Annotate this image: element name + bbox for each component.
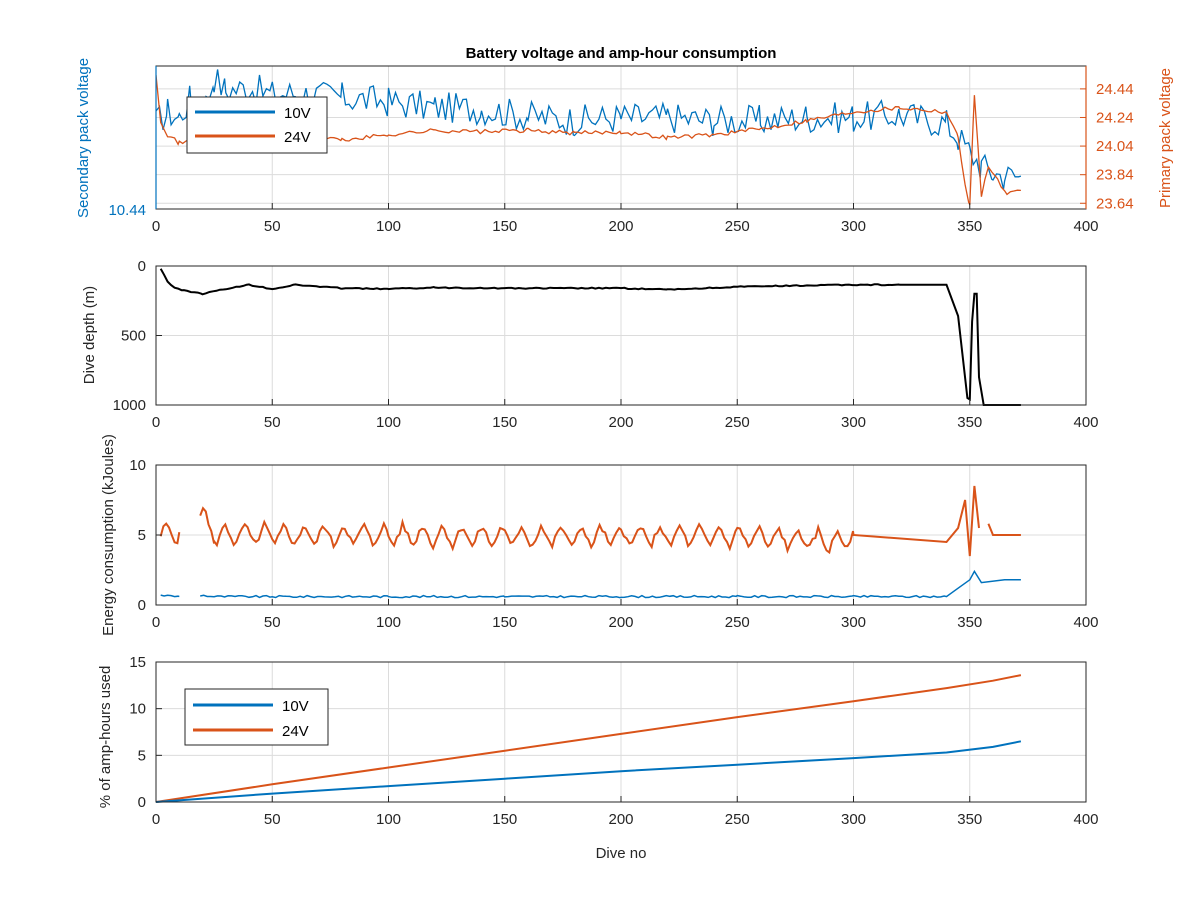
series-line-depth: [159, 268, 1021, 406]
series-line-10V: [160, 569, 1021, 599]
y-tick-label: 5: [138, 527, 146, 544]
x-tick-label: 250: [725, 414, 750, 431]
x-tick-label: 300: [841, 218, 866, 235]
x-tick-label: 50: [264, 218, 281, 235]
x-tick-label: 150: [492, 218, 517, 235]
x-tick-label: 100: [376, 218, 401, 235]
x-tick-label: 50: [264, 614, 281, 631]
series-line-24V: [155, 674, 1022, 803]
x-tick-label: 300: [841, 614, 866, 631]
x-tick-label: 350: [957, 811, 982, 828]
y-tick-label-right: 24.04: [1096, 138, 1134, 155]
legend-box: [184, 688, 329, 746]
x-tick-label: 0: [152, 614, 160, 631]
y-tick-label-right: 24.44: [1096, 81, 1134, 98]
subplot-4: 0 50 100 150 200 250 300 350 400 0 5 10 15 % of amp-h…: [97, 654, 1099, 862]
x-tick-label: 350: [957, 614, 982, 631]
y-tick-label: 1000: [113, 397, 146, 414]
y-tick-label-left: 10.44: [108, 202, 146, 219]
y-axis-label-left: Secondary pack voltage: [75, 58, 92, 218]
y-axis-label: % of amp-hours used: [97, 666, 114, 809]
legend-label-24V: 24V: [284, 129, 311, 146]
y-tick-label-right: 23.84: [1096, 167, 1134, 184]
x-tick-label: 200: [608, 218, 633, 235]
x-tick-label: 100: [376, 614, 401, 631]
y-tick-label: 0: [138, 597, 146, 614]
x-tick-label: 50: [264, 414, 281, 431]
y-tick-label: 10: [129, 701, 146, 718]
x-tick-label: 300: [841, 811, 866, 828]
x-tick-label: 400: [1073, 218, 1098, 235]
x-tick-label: 400: [1073, 414, 1098, 431]
x-tick-label: 100: [376, 414, 401, 431]
x-tick-label: 400: [1073, 811, 1098, 828]
y-tick-label-right: 24.24: [1096, 109, 1134, 126]
y-tick-label: 10: [129, 457, 146, 474]
x-tick-label: 150: [492, 414, 517, 431]
legend-box: [186, 96, 328, 154]
y-axis-label: Dive depth (m): [81, 286, 98, 384]
x-axis-label: Dive no: [596, 845, 647, 862]
series-line-24V: [159, 485, 1021, 557]
x-tick-label: 200: [608, 414, 633, 431]
chart-title: Battery voltage and amp-hour consumption: [466, 45, 777, 62]
x-tick-label: 0: [152, 218, 160, 235]
y-tick-label: 0: [138, 258, 146, 275]
x-tick-label: 400: [1073, 614, 1098, 631]
legend-label-10V: 10V: [282, 698, 309, 715]
x-tick-label: 150: [492, 811, 517, 828]
x-tick-label: 200: [608, 811, 633, 828]
y-tick-label: 0: [138, 794, 146, 811]
x-tick-label: 250: [725, 811, 750, 828]
x-tick-label: 350: [957, 414, 982, 431]
x-tick-label: 250: [725, 614, 750, 631]
legend-label-24V: 24V: [282, 723, 309, 740]
y-axis-label: Energy consumption (kJoules): [100, 434, 117, 636]
x-tick-label: 0: [152, 414, 160, 431]
x-tick-label: 50: [264, 811, 281, 828]
x-tick-label: 200: [608, 614, 633, 631]
x-tick-label: 300: [841, 414, 866, 431]
subplot-3: 0 50 100 150 200 250 300 350 400 0 5 10 Energy consu…: [100, 434, 1099, 636]
x-tick-label: 100: [376, 811, 401, 828]
y-tick-label: 15: [129, 654, 146, 671]
y-tick-label: 5: [138, 747, 146, 764]
x-tick-label: 250: [725, 218, 750, 235]
y-axis-label-right: Primary pack voltage: [1157, 68, 1174, 208]
y-tick-label: 500: [121, 328, 146, 345]
x-tick-label: 0: [152, 811, 160, 828]
subplot-1: 0 50 100 150 200 250 300 350 400 10.44 24.44 24.24 2…: [75, 45, 1174, 235]
series-line-10V: [155, 740, 1022, 803]
x-tick-label: 150: [492, 614, 517, 631]
subplot-2: 0 50 100 150 200 250 300 350 400 0 500 1000 Dive dep…: [81, 258, 1099, 431]
x-tick-label: 350: [957, 218, 982, 235]
legend-label-10V: 10V: [284, 105, 311, 122]
y-tick-label-right: 23.64: [1096, 195, 1134, 212]
